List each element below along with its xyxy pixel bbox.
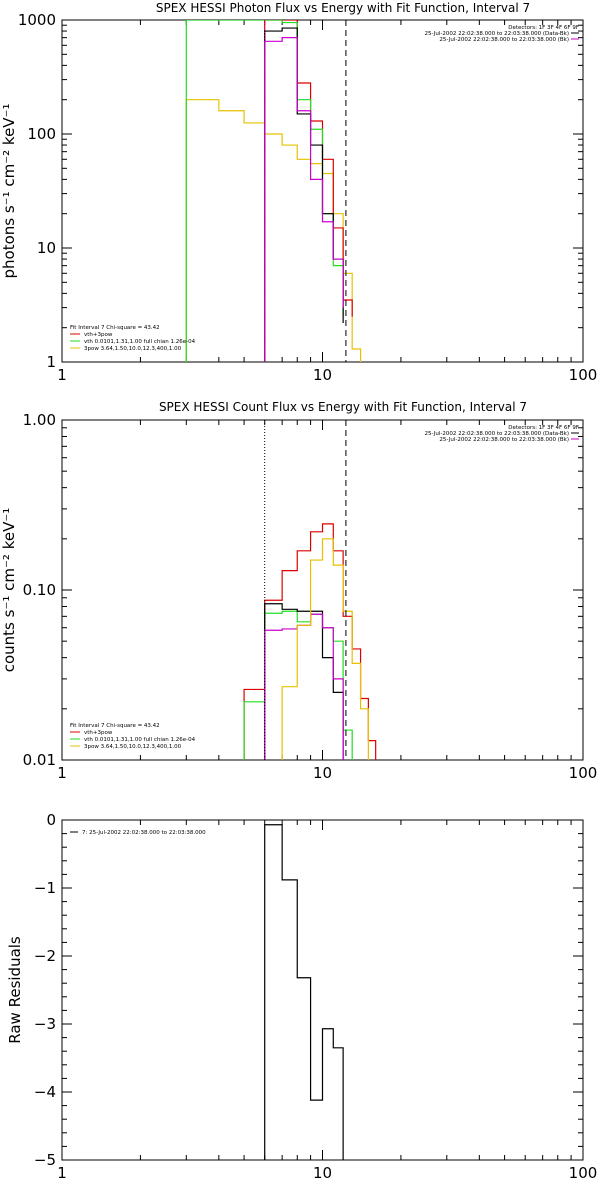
residuals-ylabel: Raw Residuals — [6, 936, 24, 1044]
y-tick-label: 0.01 — [23, 751, 56, 769]
y-tick-label: 1000 — [18, 11, 56, 29]
legend-top-right-text: 25-Jul-2002 22:02:38.000 to 22:03:38.000… — [425, 31, 570, 37]
y-tick-label: −1 — [34, 879, 56, 897]
x-tick-label: 100 — [569, 1164, 598, 1182]
legend-top-right-text: 25-Jul-2002 22:02:38.000 to 22:03:38.000… — [425, 431, 570, 437]
x-tick-label: 1 — [57, 366, 67, 384]
residuals-panel: Raw Residuals 1 10 100 0 −1 −2 −3 −4 −5 7: 25-Jul… — [6, 811, 597, 1182]
x-tick-label: 10 — [313, 764, 332, 782]
legend-top-right-text: 25-Jul-2002 22:02:38.000 to 22:03:38.000… — [439, 37, 569, 43]
series-green-step — [243, 610, 353, 760]
photon-flux-ylabel: photons s⁻¹ cm⁻² keV⁻¹ — [0, 104, 18, 279]
plot-frame — [61, 419, 584, 761]
y-tick-label: 0 — [46, 811, 56, 829]
count-flux-title: SPEX HESSI Count Flux vs Energy with Fit… — [159, 400, 527, 414]
y-tick-label: 10 — [37, 239, 56, 257]
x-tick-label: 1 — [57, 1164, 67, 1182]
y-tick-label: −5 — [34, 1151, 56, 1169]
x-tick-label: 10 — [313, 1164, 332, 1182]
x-tick-label: 100 — [569, 366, 598, 384]
y-tick-label: 0.10 — [23, 581, 56, 599]
x-tick-label: 10 — [313, 366, 332, 384]
count-flux-panel: SPEX HESSI Count Flux vs Energy with Fit… — [0, 400, 598, 782]
y-tick-label: −4 — [34, 1083, 56, 1101]
legend-bottom-left-text: vth 0.0101,1.31,1.00 full chian 1.26e-04 — [84, 737, 196, 743]
plot-frame — [61, 819, 584, 1161]
series-red-step — [264, 20, 353, 362]
legend-bottom-left-text: 3pow 3.64,1.50,10.0,12.3,400,1.00 — [84, 346, 182, 352]
legend-bottom-left-text: vth+3pow — [84, 332, 113, 338]
y-tick-label: −2 — [34, 947, 56, 965]
photon-flux-panel: SPEX HESSI Photon Flux vs Energy with Fi… — [0, 1, 598, 384]
x-tick-label: 100 — [569, 764, 598, 782]
x-tick-label: 1 — [57, 764, 67, 782]
y-tick-label: 1 — [46, 353, 56, 371]
legend-top-right-text: Detectors: 1F 3F 4F 6F 9F — [508, 425, 579, 431]
series-yellow-step — [281, 538, 369, 760]
y-tick-label: −3 — [34, 1015, 56, 1033]
legend-top-right-text: 25-Jul-2002 22:02:38.000 to 22:03:38.000… — [439, 437, 569, 443]
series-yellow-step — [185, 99, 362, 362]
legend-bottom-left-text: Fit Interval 7 Chi-square = 43.42 — [70, 325, 160, 331]
legend-bottom-left-text: vth 0.0101,1.31,1.00 full chian 1.26e-04 — [84, 339, 196, 345]
series-magenta-step — [264, 37, 344, 362]
legend-top-left-text: 7: 25-Jul-2002 22:02:38.000 to 22:03:38.… — [82, 830, 206, 836]
series-red-step — [243, 523, 377, 760]
y-tick-label: 1.00 — [23, 411, 56, 429]
series-black-step — [264, 824, 344, 1160]
legend-bottom-left-text: Fit Interval 7 Chi-square = 43.42 — [70, 723, 160, 729]
count-flux-ylabel: counts s⁻¹ cm⁻² keV⁻¹ — [0, 508, 18, 673]
legend-top-right-text: Detectors: 1F 3F 4F 6F 9F — [508, 25, 579, 31]
photon-flux-title: SPEX HESSI Photon Flux vs Energy with Fi… — [156, 1, 530, 15]
legend-bottom-left-text: 3pow 3.64,1.50,10.0,12.3,400,1.00 — [84, 744, 182, 750]
legend-bottom-left-text: vth+3pow — [84, 730, 113, 736]
y-tick-label: 100 — [27, 125, 56, 143]
